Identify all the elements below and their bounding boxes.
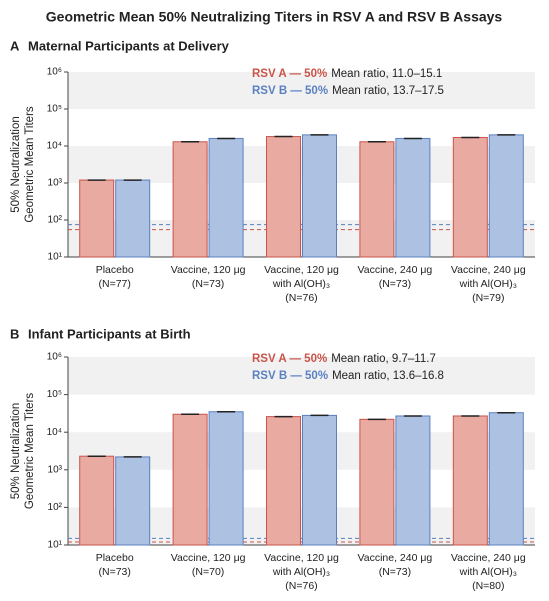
y-tick-label: 10⁵	[47, 104, 62, 115]
x-tick-label: Vaccine, 240 μg	[451, 264, 526, 276]
x-tick-label: Vaccine, 120 μg	[171, 552, 246, 564]
panel-letter: B	[10, 326, 19, 341]
x-tick-label: (N=70)	[192, 566, 224, 578]
x-tick-label: with Al(OH)₃	[459, 278, 517, 290]
x-tick-label: Placebo	[96, 552, 134, 564]
x-tick-label: (N=73)	[379, 278, 411, 290]
legend-name: RSV B — 50%	[252, 370, 328, 382]
panel-title: Maternal Participants at Delivery	[28, 38, 230, 53]
y-tick-label: 10¹	[48, 540, 63, 551]
x-tick-label: (N=73)	[192, 278, 224, 290]
bar	[79, 179, 115, 258]
x-tick-label: Vaccine, 120 μg	[171, 264, 246, 276]
x-tick-label: (N=73)	[379, 566, 411, 578]
bar	[359, 418, 395, 546]
y-axis-label: Geometric Mean Titers	[24, 393, 36, 510]
bar	[395, 137, 431, 258]
x-tick-label: (N=76)	[285, 292, 317, 304]
legend-entry: RSV B — 50% Mean ratio, 13.7–17.5	[252, 85, 444, 97]
legend-name: RSV A — 50%	[252, 68, 327, 80]
y-tick-label: 10⁶	[47, 67, 62, 78]
x-tick-label: (N=79)	[472, 292, 504, 304]
legend-entry: RSV A — 50% Mean ratio, 9.7–11.7	[252, 353, 436, 365]
chart-title: Geometric Mean 50% Neutralizing Titers i…	[46, 9, 503, 25]
legend-note: Mean ratio, 13.6–16.8	[332, 370, 444, 382]
y-axis-label: 50% Neutralization	[10, 116, 22, 213]
bar	[488, 134, 524, 258]
bar	[452, 415, 488, 546]
x-tick-label: Vaccine, 240 μg	[358, 264, 433, 276]
bar	[172, 413, 208, 546]
x-tick-label: with Al(OH)₃	[459, 566, 517, 578]
x-tick-label: (N=76)	[285, 580, 317, 592]
legend-name: RSV A — 50%	[252, 353, 327, 365]
x-tick-label: Vaccine, 120 μg	[264, 552, 339, 564]
x-tick-label: (N=73)	[99, 566, 131, 578]
bar	[208, 137, 244, 258]
x-tick-label: Vaccine, 120 μg	[264, 264, 339, 276]
bar	[208, 411, 244, 546]
bar	[302, 414, 337, 546]
legend-name: RSV B — 50%	[252, 85, 328, 97]
grid-band	[68, 72, 535, 109]
bar	[395, 415, 431, 546]
bar	[488, 412, 524, 546]
legend-entry: RSV B — 50% Mean ratio, 13.6–16.8	[252, 370, 444, 382]
bar	[115, 456, 151, 546]
bar	[172, 141, 208, 258]
y-axis-label: 50% Neutralization	[10, 403, 22, 500]
y-tick-label: 10²	[48, 215, 63, 226]
y-tick-label: 10²	[48, 502, 63, 513]
y-tick-label: 10⁶	[47, 352, 62, 363]
bar	[266, 136, 301, 258]
x-tick-label: with Al(OH)₃	[272, 566, 330, 578]
bar	[359, 141, 395, 258]
x-tick-label: Vaccine, 240 μg	[451, 552, 526, 564]
grid-band	[68, 357, 535, 395]
legend-note: Mean ratio, 13.7–17.5	[332, 85, 444, 97]
panel-letter: A	[10, 38, 20, 53]
legend-note: Mean ratio, 9.7–11.7	[331, 353, 436, 365]
x-tick-label: Placebo	[96, 264, 134, 276]
y-tick-label: 10³	[48, 464, 63, 475]
x-tick-label: Vaccine, 240 μg	[358, 552, 433, 564]
y-tick-label: 10³	[48, 178, 63, 189]
y-tick-label: 10⁴	[47, 141, 62, 152]
y-tick-label: 10⁵	[47, 389, 62, 400]
legend-entry: RSV A — 50% Mean ratio, 11.0–15.1	[252, 68, 442, 80]
y-tick-label: 10⁴	[47, 427, 62, 438]
bar	[452, 136, 488, 258]
panel-title: Infant Participants at Birth	[28, 326, 191, 341]
bar	[302, 134, 337, 258]
legend-note: Mean ratio, 11.0–15.1	[331, 68, 442, 80]
bar	[79, 455, 115, 546]
bar	[266, 416, 301, 546]
y-tick-label: 10¹	[48, 252, 63, 263]
x-tick-label: (N=77)	[99, 278, 131, 290]
bar	[115, 179, 151, 258]
x-tick-label: with Al(OH)₃	[272, 278, 330, 290]
y-axis-label: Geometric Mean Titers	[24, 106, 36, 223]
x-tick-label: (N=80)	[472, 580, 504, 592]
